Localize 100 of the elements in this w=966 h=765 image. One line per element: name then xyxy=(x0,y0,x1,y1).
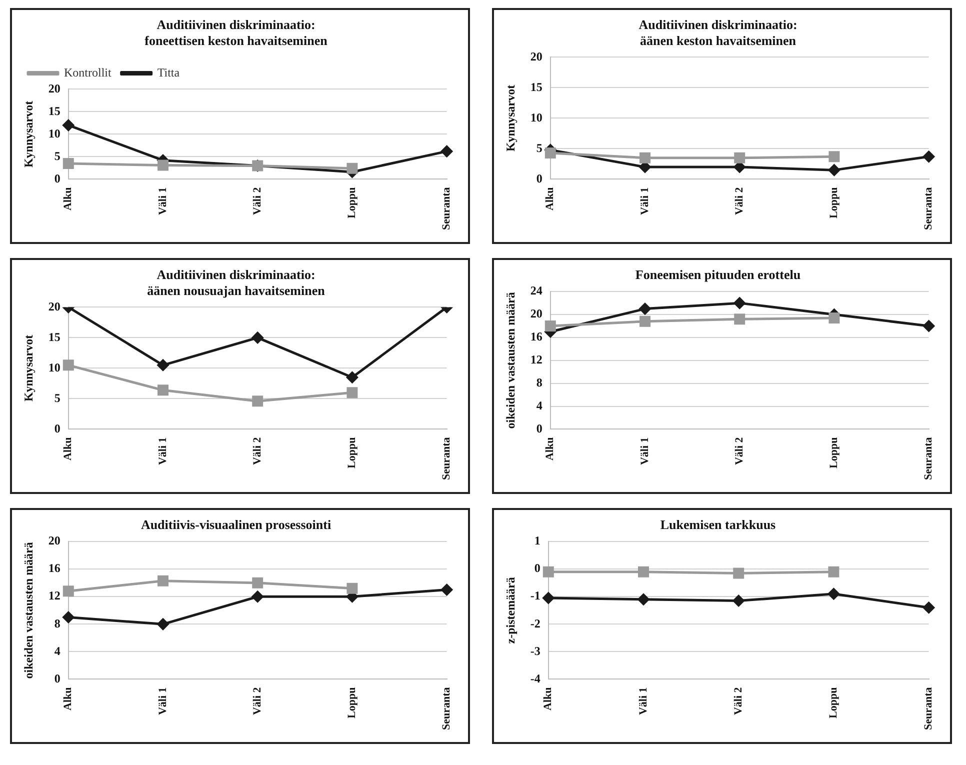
y-tick-label: 16 xyxy=(48,561,60,576)
y-tick-label: 20 xyxy=(530,306,542,321)
point xyxy=(252,396,264,407)
x-tick-label: Väli 2 xyxy=(733,436,746,466)
y-tick-label: 0 xyxy=(54,421,60,436)
point xyxy=(828,151,840,162)
y-tick-label: 20 xyxy=(530,49,542,64)
y-tick-label: 20 xyxy=(48,81,60,96)
point xyxy=(544,320,556,332)
legend-label: Titta xyxy=(157,65,180,80)
x-tick-label: Seuranta xyxy=(922,436,935,480)
y-axis-title: Kynnysarvot xyxy=(503,84,518,152)
y-tick-label: 0 xyxy=(54,671,60,686)
point xyxy=(157,618,169,630)
point xyxy=(542,592,554,604)
point xyxy=(346,582,358,594)
x-tick-label: Seuranta xyxy=(922,186,935,230)
point xyxy=(640,152,650,164)
point xyxy=(62,158,74,169)
x-tick-label: Väli 1 xyxy=(638,187,651,216)
x-tick-label: Seuranta xyxy=(922,686,935,730)
x-tick-label: Loppu xyxy=(346,187,358,218)
x-tick-label: Väli 2 xyxy=(732,686,744,716)
point xyxy=(732,595,744,607)
point xyxy=(734,314,746,325)
y-tick-label: -4 xyxy=(530,671,540,686)
x-tick-label: Alku xyxy=(62,187,74,210)
x-tick-label: Alku xyxy=(544,187,556,210)
point xyxy=(828,312,840,324)
point xyxy=(734,297,746,309)
x-tick-label: Alku xyxy=(544,437,556,460)
point xyxy=(158,160,168,171)
y-tick-label: 15 xyxy=(48,104,60,118)
y-tick-label: 0 xyxy=(534,561,540,576)
y-axis-title: oikeiden vastausten määrä xyxy=(503,292,518,429)
point xyxy=(62,360,74,371)
y-tick-label: 5 xyxy=(54,390,60,405)
y-tick-label: 24 xyxy=(530,284,542,298)
y-tick-label: 10 xyxy=(48,360,60,374)
x-tick-label: Väli 2 xyxy=(251,436,264,466)
x-tick-label: Väli 2 xyxy=(251,686,264,716)
y-tick-label: 4 xyxy=(54,644,60,658)
x-tick-label: Seuranta xyxy=(440,436,453,480)
point xyxy=(923,320,935,332)
x-tick-label: Väli 1 xyxy=(156,437,169,466)
point xyxy=(441,146,453,158)
point xyxy=(346,372,358,384)
point xyxy=(828,566,840,578)
y-tick-label: 15 xyxy=(530,80,542,94)
x-tick-label: Väli 1 xyxy=(638,437,651,466)
chart-title: Auditiivinen diskriminaatio: äänen nousuajan havaitseminen xyxy=(147,267,326,298)
y-tick-label: 4 xyxy=(536,398,542,412)
chart-title: Foneemisen pituuden erottelu xyxy=(635,267,801,282)
y-axis-title: oikeiden vastausten määrä xyxy=(21,542,36,679)
x-tick-label: Seuranta xyxy=(440,186,453,230)
y-tick-label: 20 xyxy=(48,299,60,314)
x-tick-label: Seuranta xyxy=(440,686,453,730)
x-tick-label: Loppu xyxy=(828,437,840,468)
legend-label: Kontrollit xyxy=(64,65,112,80)
y-axis-title: Kynnysarvot xyxy=(21,334,36,402)
y-tick-label: 10 xyxy=(48,126,60,140)
y-tick-label: 0 xyxy=(54,171,60,186)
point xyxy=(441,584,453,596)
y-tick-label: -3 xyxy=(530,644,540,658)
y-tick-label: -1 xyxy=(530,588,540,603)
x-tick-label: Alku xyxy=(62,687,74,710)
point xyxy=(62,119,74,131)
x-tick-label: Loppu xyxy=(828,687,840,718)
chart-title: Lukemisen tarkkuus xyxy=(660,517,776,532)
x-tick-label: Väli 1 xyxy=(156,187,169,216)
point xyxy=(544,147,556,158)
x-tick-label: Väli 1 xyxy=(637,687,650,716)
x-tick-label: Loppu xyxy=(828,187,840,218)
point xyxy=(158,384,168,396)
point xyxy=(638,594,650,606)
point xyxy=(346,162,358,174)
point xyxy=(923,150,935,162)
y-tick-label: 20 xyxy=(48,534,60,548)
point xyxy=(828,588,840,600)
point xyxy=(252,577,264,588)
chart-title: Auditiivis-visuaalinen prosessointi xyxy=(140,517,332,532)
x-tick-label: Alku xyxy=(62,437,74,460)
point xyxy=(158,575,168,586)
point xyxy=(640,316,650,327)
point xyxy=(639,303,651,315)
y-tick-label: 0 xyxy=(536,171,542,186)
point xyxy=(638,566,649,578)
point xyxy=(923,602,935,614)
x-tick-label: Väli 2 xyxy=(251,186,264,216)
y-tick-label: 15 xyxy=(48,330,60,344)
point xyxy=(157,359,169,371)
y-tick-label: 0 xyxy=(536,421,542,436)
point xyxy=(346,387,358,398)
point xyxy=(252,590,264,602)
point xyxy=(62,612,74,624)
y-tick-label: 12 xyxy=(530,352,542,367)
y-tick-label: 8 xyxy=(54,616,60,630)
y-tick-label: 5 xyxy=(54,148,60,163)
point xyxy=(542,566,554,578)
y-tick-label: 10 xyxy=(530,110,542,124)
